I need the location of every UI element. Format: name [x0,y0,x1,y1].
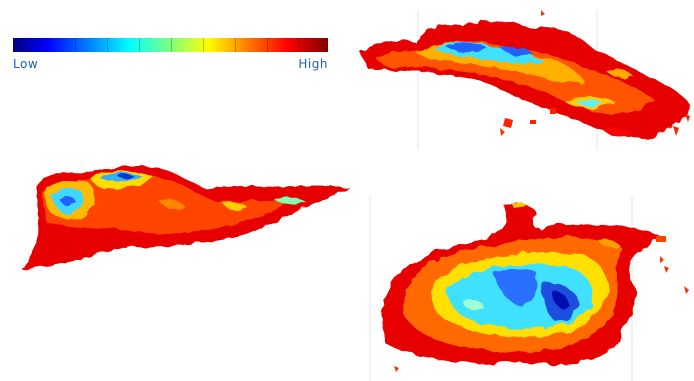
colorbar-legend: Low High [13,38,328,52]
colorbar-tick [171,38,172,52]
heatmap-island-bottom-right [364,196,694,381]
legend-high-label: High [298,57,328,71]
colorbar-tick [203,38,204,52]
legend-low-label: Low [13,57,38,71]
heatmap-island-top-right [355,10,694,150]
colorbar-tick [43,38,44,52]
colorbar-tick [75,38,76,52]
heatmap-island-middle-left [18,156,358,274]
colorbar-tick [267,38,268,52]
colorbar-tick [107,38,108,52]
colorbar-tick [139,38,140,52]
colorbar-tick [235,38,236,52]
colorbar-tick [299,38,300,52]
